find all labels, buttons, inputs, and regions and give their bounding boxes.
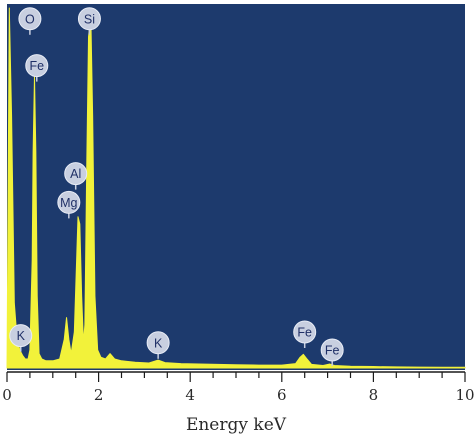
- peak-label: K: [9, 324, 33, 352]
- x-axis: [6, 371, 466, 382]
- peak-label-text: Fe: [29, 59, 44, 73]
- peak-label-text: O: [25, 12, 35, 26]
- peak-label: Fe: [293, 320, 317, 348]
- peak-label: Al: [64, 162, 88, 190]
- peak-label-badge: [57, 190, 81, 214]
- peak-label-text: Fe: [297, 326, 312, 340]
- spectrum-series-0: [6, 7, 466, 369]
- peak-label-badge: [146, 331, 170, 355]
- peak-label-badge: [293, 320, 317, 344]
- peak-label: Fe: [25, 54, 49, 82]
- peak-label: Si: [77, 7, 101, 35]
- peak-label-text: Si: [84, 12, 95, 26]
- x-tick-label: 10: [455, 386, 474, 404]
- peak-label: Mg: [57, 190, 81, 219]
- plot-area-background: [7, 4, 465, 370]
- peak-label-badge: [77, 7, 101, 31]
- x-tick-label: 2: [94, 386, 104, 404]
- peak-label-text: K: [17, 329, 26, 343]
- peak-label-text: K: [154, 336, 163, 350]
- peak-label-text: Fe: [325, 344, 340, 358]
- peak-label-badge: [64, 162, 88, 186]
- peak-label: O: [18, 7, 42, 35]
- x-tick-label: 8: [369, 386, 379, 404]
- x-tick-labels: 0 2 4 6 8 10: [2, 386, 474, 404]
- peak-label-badge: [320, 338, 344, 362]
- peak-label-badge: [9, 324, 33, 348]
- spectrum-layer: [6, 7, 466, 369]
- x-tick-label: 4: [185, 386, 195, 404]
- x-tick-label: 6: [277, 386, 287, 404]
- peak-label-badge: [18, 7, 42, 31]
- peak-label: K: [146, 331, 170, 359]
- peak-label: Fe: [320, 338, 344, 366]
- peak-label-badge: [25, 54, 49, 78]
- peak-label-text: Mg: [60, 196, 77, 210]
- x-tick-label: 0: [2, 386, 12, 404]
- peak-annotations: O Si Fe Al Mg K K Fe Fe: [9, 7, 344, 366]
- peak-label-text: Al: [70, 167, 81, 181]
- x-axis-title: Energy keV: [186, 415, 287, 435]
